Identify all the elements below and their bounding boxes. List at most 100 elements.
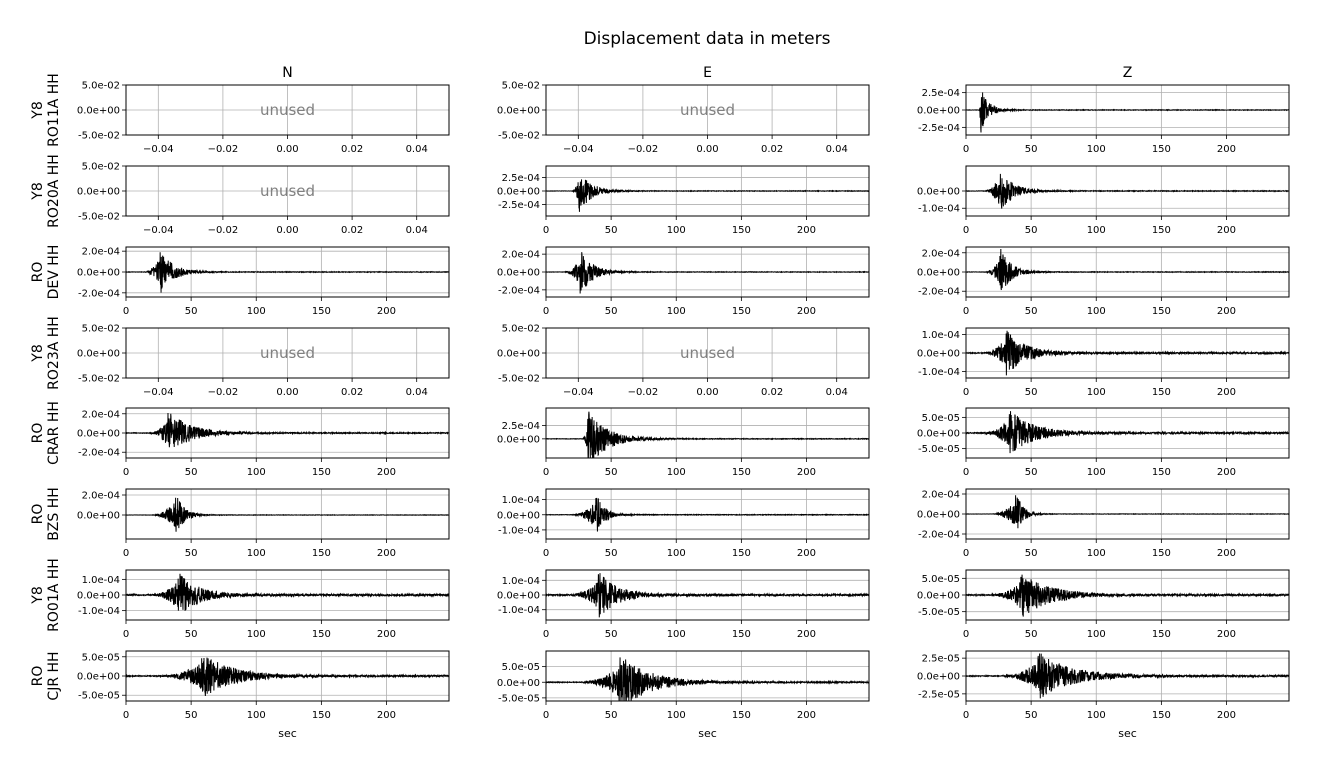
panel-r6-E: 0 50 100 150 200 1.0e-04 0.0e+00 -1.0e-04: [497, 569, 870, 640]
y-tick-label: 2.0e-04: [922, 248, 960, 259]
unused-label: unused: [680, 101, 735, 119]
x-tick-label: 0: [123, 629, 129, 640]
y-tick-label: 0.0e+00: [77, 268, 120, 279]
column-title-E: E: [703, 65, 712, 81]
y-tick-label: 0.0e+00: [917, 591, 960, 602]
panel-r6-N: 0 50 100 150 200 1.0e-04 0.0e+00 -1.0e-04: [77, 569, 450, 640]
x-tick-label: 0: [543, 225, 549, 236]
x-tick-label: −0.04: [143, 225, 174, 236]
x-tick-label: 50: [605, 467, 618, 478]
x-tick-label: 0.00: [276, 225, 298, 236]
axes-frame: [965, 407, 1290, 459]
axes-frame: [965, 327, 1290, 379]
y-tick-label: 5.0e-02: [82, 324, 120, 335]
panel-r1-Z: 0 50 100 150 200 0.0e+00 -1.0e-04: [917, 165, 1290, 236]
x-tick-label: 0: [963, 467, 969, 478]
panel-r5-N: 0 50 100 150 200 2.0e-04 0.0e+00: [77, 488, 450, 559]
row-label-0-line-1: RO11A HH: [46, 73, 62, 147]
x-tick-label: 0.04: [406, 387, 428, 398]
axes-frame: [125, 407, 450, 459]
x-tick-label: 100: [1087, 387, 1106, 398]
axes-frame: [125, 84, 450, 136]
panel-r4-Z: 0 50 100 150 200 5.0e-05 0.0e+00 -5.0e-05: [917, 407, 1290, 478]
panel-r2-N: 0 50 100 150 200 2.0e-04 0.0e+00 -2.0e-04: [77, 246, 450, 317]
y-tick-label: -2.0e-04: [918, 530, 960, 541]
waveform-trace: [966, 495, 1289, 529]
panel-r7-N: 0 50 100 150 200 5.0e-05 0.0e+00 -5.0e-05: [77, 650, 450, 721]
axes-frame: [965, 488, 1290, 540]
axes-frame: [545, 165, 870, 217]
panel-r2-E: 0 50 100 150 200 2.0e-04 0.0e+00 -2.0e-04: [497, 246, 870, 317]
waveform-trace: [966, 653, 1289, 699]
x-tick-label: 150: [732, 629, 751, 640]
axes-frame: [125, 327, 450, 379]
x-tick-label: −0.02: [208, 225, 239, 236]
y-tick-label: -5.0e-05: [918, 607, 960, 618]
panel-r2-Z: 0 50 100 150 200 2.0e-04 0.0e+00 -2.0e-04: [917, 246, 1290, 317]
waveform-trace: [546, 497, 869, 532]
axes-frame: [965, 650, 1290, 702]
y-tick-label: -5.0e-05: [498, 693, 540, 704]
panel-r5-Z: 0 50 100 150 200 2.0e-04 0.0e+00 -2.0e-04: [917, 488, 1290, 559]
x-tick-label: 150: [1152, 467, 1171, 478]
x-tick-label: 50: [185, 306, 198, 317]
axes-frame: [545, 407, 870, 459]
x-tick-label: 50: [1025, 548, 1038, 559]
x-axis-label-E: sec: [698, 727, 717, 740]
axes-frame: [965, 569, 1290, 621]
x-tick-label: 50: [1025, 144, 1038, 155]
x-tick-label: 50: [605, 629, 618, 640]
axes-frame: [125, 488, 450, 540]
x-tick-label: 0.00: [696, 387, 718, 398]
y-tick-label: -2.5e-05: [918, 689, 960, 700]
y-tick-label: 0.0e+00: [77, 511, 120, 522]
x-tick-label: 0.04: [826, 144, 848, 155]
x-tick-label: −0.02: [208, 387, 239, 398]
row-label-7-line-0: RO: [30, 666, 46, 687]
x-tick-label: 100: [1087, 548, 1106, 559]
y-tick-label: 5.0e-05: [922, 413, 960, 424]
x-tick-label: 150: [1152, 548, 1171, 559]
x-tick-label: 200: [1217, 467, 1236, 478]
row-label-5-line-1: BZS HH: [46, 487, 62, 541]
x-tick-label: 150: [1152, 387, 1171, 398]
x-tick-label: −0.04: [143, 144, 174, 155]
x-tick-label: 0.04: [826, 387, 848, 398]
x-tick-label: 150: [732, 225, 751, 236]
x-tick-label: 0.02: [341, 144, 363, 155]
panel-r1-N: −0.04 −0.02 0.00 0.02 0.04 5.0e-02 0.0e+00 -5.0…: [77, 162, 450, 236]
y-tick-label: -2.5e-04: [498, 200, 540, 211]
x-tick-label: 100: [1087, 306, 1106, 317]
row-label-1-line-0: Y8: [30, 182, 46, 200]
x-tick-label: 0: [123, 710, 129, 721]
x-tick-label: 50: [185, 467, 198, 478]
row-label-2-line-0: RO: [30, 262, 46, 283]
x-tick-label: 100: [667, 710, 686, 721]
waveform-trace: [966, 411, 1289, 454]
panel-r3-N: −0.04 −0.02 0.00 0.02 0.04 5.0e-02 0.0e+00 -5.0…: [77, 324, 450, 398]
waveform-trace: [966, 173, 1289, 209]
y-tick-label: 0.0e+00: [917, 429, 960, 440]
x-tick-label: 0: [543, 467, 549, 478]
row-label-4-line-1: CRAR HH: [46, 401, 62, 465]
x-tick-label: 200: [377, 629, 396, 640]
x-tick-label: 100: [667, 467, 686, 478]
y-tick-label: 0.0e+00: [497, 268, 540, 279]
y-tick-label: 0.0e+00: [497, 591, 540, 602]
x-tick-label: 50: [1025, 306, 1038, 317]
x-tick-label: 200: [797, 629, 816, 640]
x-tick-label: 0: [543, 710, 549, 721]
x-tick-label: 0.04: [406, 225, 428, 236]
x-tick-label: 0.00: [276, 387, 298, 398]
x-tick-label: 200: [1217, 629, 1236, 640]
x-tick-label: 50: [605, 548, 618, 559]
x-tick-label: 0.02: [761, 144, 783, 155]
x-tick-label: 200: [377, 710, 396, 721]
x-tick-label: 50: [1025, 629, 1038, 640]
x-tick-label: 200: [797, 467, 816, 478]
y-tick-label: -1.0e-04: [78, 606, 120, 617]
x-tick-label: 50: [1025, 710, 1038, 721]
x-tick-label: 50: [185, 629, 198, 640]
